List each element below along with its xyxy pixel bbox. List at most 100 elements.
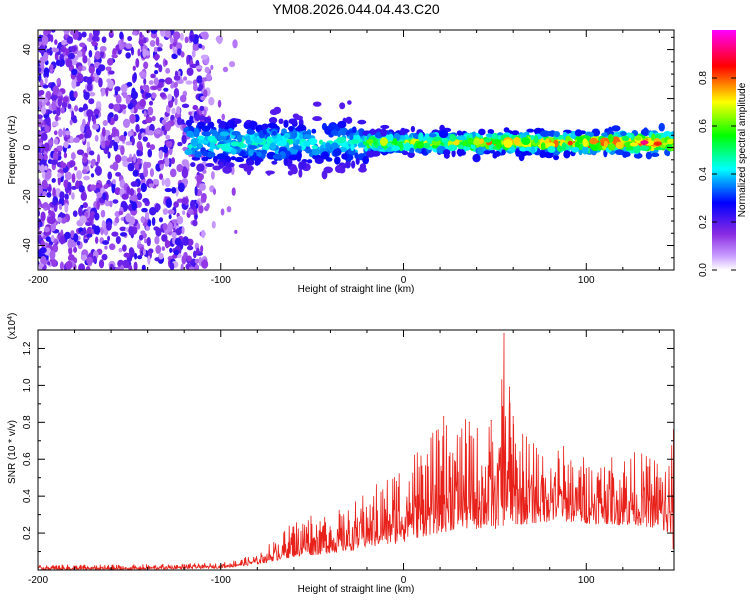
heatmap-cell: [311, 145, 319, 150]
heatmap-cell: [181, 119, 185, 125]
heatmap-cell: [354, 152, 359, 159]
snr-x-ticks: -200 -100 0 100: [28, 330, 660, 586]
heatmap-cell: [182, 135, 187, 142]
heatmap-cell: [175, 42, 183, 51]
colorbar-tick-label: 0.2: [698, 215, 709, 229]
heatmap-cell: [574, 129, 583, 137]
heatmap-cell: [230, 121, 235, 129]
heatmap-cell: [102, 119, 108, 127]
heatmap-cell: [640, 128, 650, 136]
heatmap-cell: [509, 146, 516, 153]
heatmap-cell: [312, 101, 322, 107]
heatmap-cell: [114, 136, 120, 143]
heatmap-cell: [494, 150, 501, 157]
heatmap-cell: [370, 150, 381, 157]
heatmap-cell: [164, 77, 173, 85]
heatmap-cell: [81, 254, 87, 262]
heatmap-cell: [248, 145, 258, 150]
heatmap-cell: [100, 140, 107, 149]
heatmap-cell: [133, 261, 138, 270]
heatmap-cell: [173, 249, 180, 256]
heatmap-cell: [90, 173, 95, 178]
heatmap-cell: [256, 151, 263, 157]
heatmap-cell: [515, 147, 521, 157]
heatmap-cell: [140, 230, 146, 235]
heatmap-cell: [47, 138, 54, 147]
heatmap-cell: [205, 151, 216, 158]
heatmap-cell: [57, 150, 62, 157]
heatmap-cell: [161, 246, 166, 251]
heatmap-cell: [154, 203, 161, 211]
heatmap-cell: [422, 142, 431, 149]
heatmap-cell: [336, 136, 347, 144]
heatmap-cell: [195, 203, 199, 209]
heatmap-cell: [93, 225, 101, 235]
heatmap-cell: [90, 211, 95, 216]
heatmap-cell: [210, 64, 214, 70]
heatmap-cell: [487, 128, 495, 135]
heatmap-cell: [128, 264, 133, 270]
heatmap-cell: [95, 161, 99, 167]
heatmap-cell: [164, 30, 171, 38]
heatmap-cell: [107, 57, 114, 66]
heatmap-cell: [121, 244, 127, 252]
heatmap-cell: [94, 45, 98, 51]
heatmap-cell: [181, 168, 189, 179]
heatmap-cell: [101, 87, 106, 97]
heatmap-cell: [392, 138, 398, 145]
heatmap-cell: [73, 105, 79, 112]
x-tick-label: 0: [401, 575, 407, 586]
heatmap-cell: [109, 200, 113, 208]
heatmap-cell: [201, 77, 208, 82]
heatmap-cell: [176, 215, 184, 225]
heatmap-cell: [362, 156, 370, 165]
heatmap-cell: [137, 255, 143, 260]
heatmap-cell: [78, 107, 84, 113]
heatmap-cell: [345, 116, 353, 125]
colorbar-tick-label: 0.0: [698, 263, 709, 277]
heatmap-cell: [121, 193, 129, 200]
heatmap-cell: [201, 156, 209, 162]
heatmap-cell: [350, 160, 356, 169]
heatmap-cell: [212, 165, 222, 171]
heatmap-cell: [192, 250, 197, 259]
heatmap-cell: [104, 245, 108, 250]
heatmap-cell: [63, 30, 71, 35]
heatmap-cell: [161, 178, 165, 186]
heatmap-cell: [404, 134, 409, 140]
heatmap-cell: [154, 129, 161, 135]
heatmap-cell: [171, 186, 177, 194]
heatmap-cell: [200, 245, 204, 253]
heatmap-cell: [177, 182, 185, 193]
heatmap-cell: [67, 103, 72, 110]
heatmap-cell: [143, 167, 149, 178]
heatmap-cell: [40, 132, 48, 141]
heatmap-cell: [438, 129, 449, 139]
heatmap-cell: [125, 52, 131, 59]
heatmap-cell: [64, 231, 71, 240]
heatmap-cell: [120, 155, 128, 162]
snr-peak-point: [512, 416, 514, 418]
heatmap-cell: [130, 181, 138, 187]
heatmap-cell: [221, 143, 231, 152]
heatmap-cell: [50, 34, 54, 43]
heatmap-cell: [451, 149, 456, 158]
heatmap-cell: [149, 144, 156, 151]
heatmap-cell: [181, 197, 189, 205]
heatmap-cell: [114, 216, 120, 224]
heatmap-cell: [622, 135, 630, 142]
heatmap-cell: [230, 165, 235, 175]
heatmap-cell: [115, 172, 122, 177]
heatmap-cell: [456, 148, 465, 156]
heatmap-cell: [164, 121, 172, 132]
heatmap-cell: [82, 103, 88, 112]
heatmap-cell: [164, 59, 168, 66]
heatmap-cell: [198, 83, 204, 90]
heatmap-cell: [553, 131, 560, 138]
heatmap-cell: [125, 213, 132, 223]
heatmap-cell: [139, 98, 147, 108]
x-tick-label: 100: [578, 575, 595, 586]
spectrogram-x-ticks: -200 -100 0 100: [28, 30, 660, 286]
heatmap-cell: [95, 183, 103, 189]
heatmap-cell: [106, 66, 111, 71]
